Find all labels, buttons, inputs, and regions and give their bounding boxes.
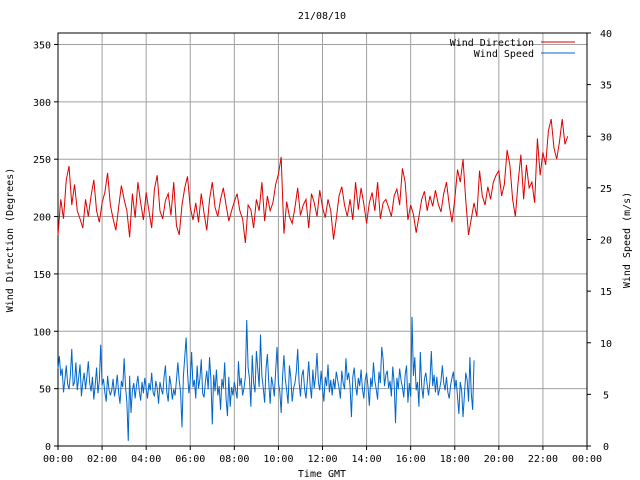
y-axis-left-title: Wind Direction (Degrees) [5,168,16,313]
x-tick-label: 06:00 [175,454,205,465]
x-tick-label: 20:00 [484,454,514,465]
y-left-tick-label: 0 [45,442,51,453]
legend-label-wind-speed: Wind Speed [474,49,534,60]
x-tick-label: 00:00 [43,454,73,465]
y-right-tick-label: 30 [600,132,612,143]
y-right-tick-label: 20 [600,236,612,247]
series-line-wind-direction [57,118,569,243]
y-right-tick-label: 0 [603,442,609,453]
x-tick-label: 02:00 [87,454,117,465]
y-right-tick-label: 35 [600,81,612,92]
y-left-tick-label: 150 [33,270,51,281]
y-axis-right-title: Wind Speed (m/s) [622,192,633,288]
y-right-tick-label: 40 [600,29,612,40]
x-tick-label: 18:00 [440,454,470,465]
legend-label-wind-direction: Wind Direction [450,38,534,49]
x-tick-label: 04:00 [131,454,161,465]
y-right-tick-label: 15 [600,287,612,298]
series-line-wind-speed [57,316,475,441]
y-left-tick-label: 350 [33,40,51,51]
legend: Wind Direction Wind Speed [450,38,575,60]
x-tick-label: 00:00 [572,454,602,465]
chart-title: 21/08/10 [298,11,346,22]
y-left-tick-label: 250 [33,155,51,166]
series-layer [57,118,569,441]
x-tick-label: 10:00 [263,454,293,465]
y-right-tick-label: 25 [600,184,612,195]
y-right-tick-label: 10 [600,339,612,350]
y-left-tick-label: 100 [33,327,51,338]
x-tick-label: 14:00 [352,454,382,465]
y-left-tick-label: 50 [39,385,51,396]
y-right-tick-label: 5 [603,390,609,401]
x-tick-label: 08:00 [219,454,249,465]
x-tick-label: 22:00 [528,454,558,465]
x-axis-title: Time GMT [298,469,346,480]
y-left-tick-label: 300 [33,98,51,109]
y-left-tick-label: 200 [33,213,51,224]
x-tick-label: 12:00 [307,454,337,465]
x-tick-label: 16:00 [396,454,426,465]
tick-layer: 00:00 02:00 04:00 06:00 08:00 10:00 12:00 14:00… [33,29,612,465]
